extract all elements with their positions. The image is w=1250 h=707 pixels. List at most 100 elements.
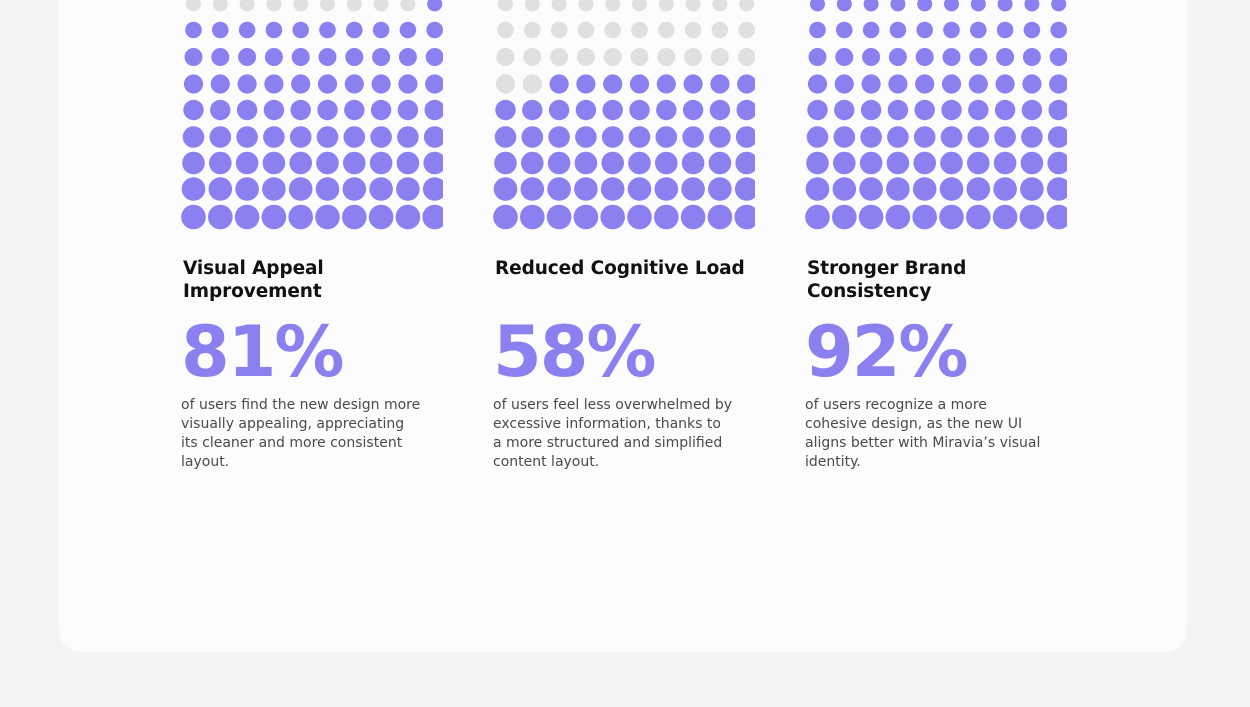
- waffle-dot-filled: [1046, 204, 1067, 230]
- waffle-dot-empty: [630, 48, 649, 66]
- stat-title: Stronger Brand Consistency: [807, 258, 967, 302]
- waffle-dot-empty: [658, 0, 674, 12]
- waffle-dot-filled: [317, 99, 338, 121]
- waffle-dot-filled: [968, 74, 988, 94]
- waffle-dot-filled: [547, 151, 571, 175]
- waffle-dot-filled: [211, 48, 230, 66]
- waffle-dot-empty: [551, 0, 567, 12]
- waffle-dot-filled: [968, 99, 989, 121]
- stat-percent: 58%: [493, 311, 657, 393]
- waffle-dot-filled: [943, 21, 960, 39]
- waffle-dot-empty: [577, 21, 595, 39]
- waffle-dot-filled: [1022, 48, 1041, 66]
- waffle-dot-filled: [263, 99, 285, 121]
- waffle-dot-filled: [629, 99, 650, 121]
- waffle-dot-empty: [293, 0, 309, 12]
- stat-percent: 92%: [805, 311, 969, 393]
- stat-percent: 81%: [181, 311, 345, 393]
- waffle-dot-filled: [1047, 151, 1067, 175]
- waffle-dot-filled: [1047, 126, 1067, 148]
- waffle-dot-filled: [735, 126, 755, 148]
- waffle-dot-filled: [548, 99, 570, 121]
- stat-title: Reduced Cognitive Load: [495, 258, 745, 279]
- waffle-dot-filled: [493, 204, 518, 230]
- waffle-dot-filled: [832, 177, 857, 201]
- waffle-dot-filled: [343, 151, 366, 175]
- waffle-dot-filled: [292, 21, 309, 39]
- waffle-dot-filled: [235, 177, 259, 201]
- waffle-dot-empty: [496, 48, 515, 66]
- waffle-dot-filled: [836, 0, 852, 12]
- waffle-dot-filled: [494, 126, 517, 148]
- waffle-dot-empty: [320, 0, 335, 12]
- waffle-dot-filled: [422, 204, 443, 230]
- waffle-dot-filled: [346, 21, 363, 39]
- waffle-dot-filled: [1049, 48, 1067, 66]
- waffle-dot-filled: [316, 126, 339, 148]
- waffle-dot-filled: [183, 99, 204, 121]
- waffle-dot-filled: [185, 21, 202, 39]
- waffle-dot-filled: [371, 74, 391, 94]
- waffle-dot-filled: [235, 151, 259, 175]
- waffle-dot-filled: [262, 151, 286, 175]
- waffle-dot-filled: [494, 151, 517, 175]
- waffle-dot-filled: [836, 21, 853, 39]
- waffle-dot-empty: [603, 48, 622, 66]
- waffle-dot-filled: [1020, 177, 1044, 201]
- waffle-dot-filled: [1021, 99, 1043, 121]
- waffle-dot-filled: [182, 126, 205, 148]
- waffle-dot-filled: [887, 126, 909, 148]
- waffle-dot-filled: [370, 126, 392, 148]
- waffle-dot-filled: [396, 177, 420, 201]
- waffle-dot-filled: [547, 177, 571, 201]
- waffle-dot-empty: [710, 48, 729, 66]
- waffle-dot-filled: [734, 177, 755, 201]
- waffle-dot-filled: [184, 48, 203, 66]
- waffle-dot-filled: [940, 151, 963, 175]
- waffle-dot-filled: [628, 126, 651, 148]
- waffle-dot-filled: [944, 0, 959, 12]
- waffle-dot-filled: [397, 126, 419, 148]
- waffle-dot-filled: [601, 126, 624, 148]
- waffle-dot-filled: [1024, 0, 1040, 12]
- waffle-dot-filled: [495, 99, 516, 121]
- waffle-dot-filled: [860, 126, 882, 148]
- waffle-dot-filled: [372, 48, 391, 66]
- waffle-dot-filled: [288, 177, 313, 201]
- waffle-dot-filled: [995, 74, 1015, 94]
- waffle-chart: [805, 0, 1067, 232]
- waffle-dot-filled: [707, 204, 733, 230]
- waffle-dot-filled: [1050, 21, 1067, 39]
- waffle-dot-filled: [912, 204, 937, 230]
- waffle-dot-filled: [1021, 126, 1043, 148]
- waffle-dot-filled: [212, 21, 229, 39]
- waffle-dot-filled: [370, 99, 392, 121]
- waffle-dot-filled: [655, 151, 678, 175]
- waffle-dot-filled: [708, 177, 732, 201]
- waffle-dot-filled: [1048, 99, 1067, 121]
- waffle-dot-filled: [369, 151, 393, 175]
- waffle-dot-filled: [915, 74, 935, 94]
- waffle-dot-filled: [680, 204, 706, 230]
- waffle-dot-filled: [888, 74, 908, 94]
- waffle-dot-filled: [886, 177, 910, 201]
- waffle-dot-filled: [885, 204, 911, 230]
- waffle-dot-empty: [684, 48, 703, 66]
- waffle-dot-filled: [916, 21, 933, 39]
- waffle-dot-filled: [941, 74, 962, 94]
- waffle-dot-filled: [941, 99, 962, 121]
- waffle-dot-filled: [858, 204, 884, 230]
- waffle-dot-empty: [524, 0, 540, 12]
- waffle-dot-filled: [315, 177, 340, 201]
- waffle-dot-filled: [1019, 204, 1045, 230]
- waffle-dot-filled: [833, 151, 856, 175]
- waffle-dot-filled: [834, 99, 855, 121]
- waffle-dot-filled: [834, 74, 854, 94]
- waffle-dot-filled: [264, 48, 283, 66]
- waffle-dot-filled: [806, 126, 829, 148]
- waffle-dot-filled: [290, 99, 311, 121]
- waffle-dot-empty: [498, 0, 513, 12]
- waffle-dot-filled: [940, 126, 963, 148]
- waffle-chart: [181, 0, 443, 232]
- waffle-dot-empty: [373, 0, 389, 12]
